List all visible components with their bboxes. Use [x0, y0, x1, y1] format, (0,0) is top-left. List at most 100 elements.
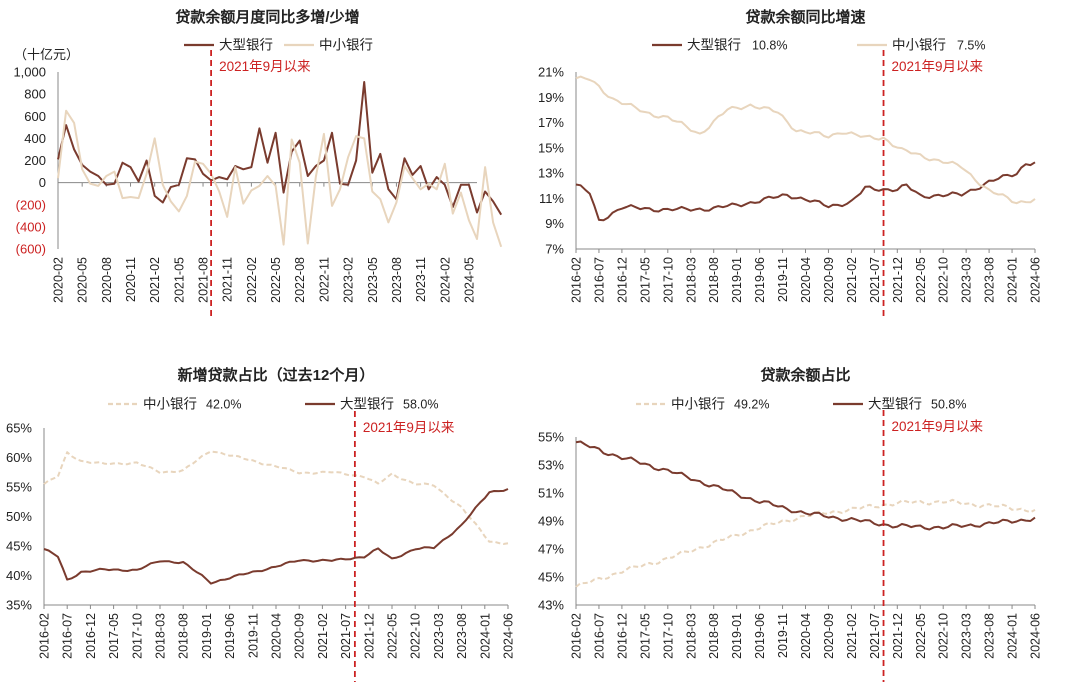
x-tick-label: 2022-05 [914, 613, 928, 659]
x-tick-label: 2016-02 [38, 613, 52, 659]
legend-label: 中小银行 [671, 397, 725, 412]
x-tick-label: 2024-06 [1029, 613, 1043, 659]
x-tick-label: 2020-05 [76, 257, 90, 303]
legend-value: 58.0% [403, 398, 438, 412]
x-tick-label: 2021-12 [891, 257, 905, 303]
y-tick-label: 53% [538, 458, 564, 473]
y-tick-label: 35% [6, 598, 32, 613]
y-tick-label: 9% [545, 216, 564, 231]
y-tick-label: 11% [539, 191, 564, 206]
x-tick-label: 2022-02 [245, 257, 259, 303]
x-tick-label: 2023-03 [960, 257, 974, 303]
x-tick-label: 2019-11 [246, 613, 260, 658]
x-tick-label: 2018-03 [154, 613, 168, 659]
chart-title: 新增贷款占比（过去12个月） [178, 366, 375, 384]
x-tick-label: 2021-11 [221, 257, 235, 302]
x-tick-label: 2021-12 [891, 613, 905, 659]
x-tick-label: 2016-07 [592, 613, 606, 659]
x-tick-label: 2021-07 [868, 257, 882, 303]
y-tick-label: (200) [16, 197, 46, 212]
x-tick-label: 2020-11 [124, 257, 138, 302]
x-tick-label: 2022-10 [937, 613, 951, 659]
x-tick-label: 2019-01 [200, 613, 214, 659]
marker-label: 2021年9月以来 [892, 59, 984, 74]
legend-value: 49.2% [734, 398, 769, 412]
x-tick-label: 2024-01 [1006, 613, 1020, 659]
legend-value: 10.8% [752, 39, 787, 53]
y-tick-label: 17% [538, 115, 564, 130]
series-line-small-medium-banks [57, 109, 503, 248]
x-tick-label: 2019-01 [730, 257, 744, 303]
x-tick-label: 2019-06 [753, 613, 767, 659]
x-tick-label: 2021-02 [316, 613, 330, 659]
x-tick-label: 2018-08 [707, 613, 721, 659]
x-tick-label: 2016-12 [84, 613, 98, 659]
y-tick-label: 15% [538, 140, 564, 155]
x-tick-label: 2020-08 [100, 257, 114, 303]
x-tick-label: 2021-02 [845, 257, 859, 303]
x-tick-label: 2022-11 [317, 257, 331, 302]
x-tick-label: 2019-06 [753, 257, 767, 303]
y-tick-label: 45% [6, 539, 32, 554]
y-tick-label: 60% [6, 450, 32, 465]
marker-label: 2021年9月以来 [892, 419, 984, 434]
x-tick-label: 2018-08 [177, 613, 191, 659]
x-tick-label: 2017-05 [638, 613, 652, 659]
y-tick-label: 50% [6, 509, 32, 524]
x-tick-label: 2020-04 [799, 613, 813, 659]
legend-label: 大型银行 [219, 38, 273, 53]
y-tick-label: 13% [538, 166, 564, 181]
y-tick-label: 400 [24, 131, 46, 146]
y-tick-label: (600) [16, 242, 46, 257]
y-tick-label: 800 [24, 87, 46, 102]
x-tick-label: 2024-06 [502, 613, 516, 659]
x-tick-label: 2023-02 [342, 257, 356, 303]
series-line-small-medium-banks [575, 75, 1036, 205]
x-tick-label: 2023-11 [414, 257, 428, 302]
y-tick-label: 55% [538, 430, 564, 445]
x-tick-label: 2021-07 [339, 613, 353, 659]
x-tick-label: 2017-05 [107, 613, 121, 659]
y-tick-label: 200 [24, 153, 46, 168]
legend-label: 中小银行 [143, 397, 197, 412]
y-tick-label: 65% [6, 421, 32, 436]
chart-title: 贷款余额占比 [760, 366, 850, 384]
x-tick-label: 2024-01 [1006, 257, 1020, 303]
x-tick-label: 2018-03 [684, 257, 698, 303]
x-tick-label: 2016-12 [615, 257, 629, 303]
y-tick-label: 600 [24, 109, 46, 124]
y-tick-label: (400) [16, 219, 46, 234]
x-tick-label: 2024-02 [438, 257, 452, 303]
y-tick-label: 7% [545, 242, 564, 257]
y-tick-label: 55% [6, 480, 32, 495]
x-tick-label: 2021-02 [148, 257, 162, 303]
x-tick-label: 2019-11 [776, 257, 790, 302]
x-tick-label: 2024-06 [1029, 257, 1043, 303]
x-tick-label: 2017-05 [638, 257, 652, 303]
series-line-large-banks [43, 488, 509, 585]
series-line-large-banks [575, 440, 1036, 531]
x-tick-label: 2019-01 [730, 613, 744, 659]
x-tick-label: 2022-05 [914, 257, 928, 303]
y-tick-label: 49% [538, 514, 564, 529]
y-tick-label: 19% [538, 90, 564, 105]
legend-value: 50.8% [931, 398, 966, 412]
y-tick-label: 1,000 [13, 65, 46, 80]
x-tick-label: 2023-08 [983, 257, 997, 303]
x-tick-label: 2016-02 [570, 257, 584, 303]
series-line-large-banks [575, 161, 1036, 222]
x-tick-label: 2017-10 [661, 613, 675, 659]
x-tick-label: 2024-01 [478, 613, 492, 659]
x-tick-label: 2023-08 [455, 613, 469, 659]
legend-label: 中小银行 [319, 38, 373, 53]
x-tick-label: 2023-08 [983, 613, 997, 659]
x-tick-label: 2017-10 [661, 257, 675, 303]
y-tick-label: 21% [538, 65, 564, 80]
x-tick-label: 2021-07 [868, 613, 882, 659]
x-tick-label: 2016-07 [592, 257, 606, 303]
chart-title: 贷款余额同比增速 [745, 8, 865, 26]
y-tick-label: 51% [538, 486, 564, 501]
x-tick-label: 2022-10 [937, 257, 951, 303]
legend-label: 大型银行 [868, 397, 922, 412]
